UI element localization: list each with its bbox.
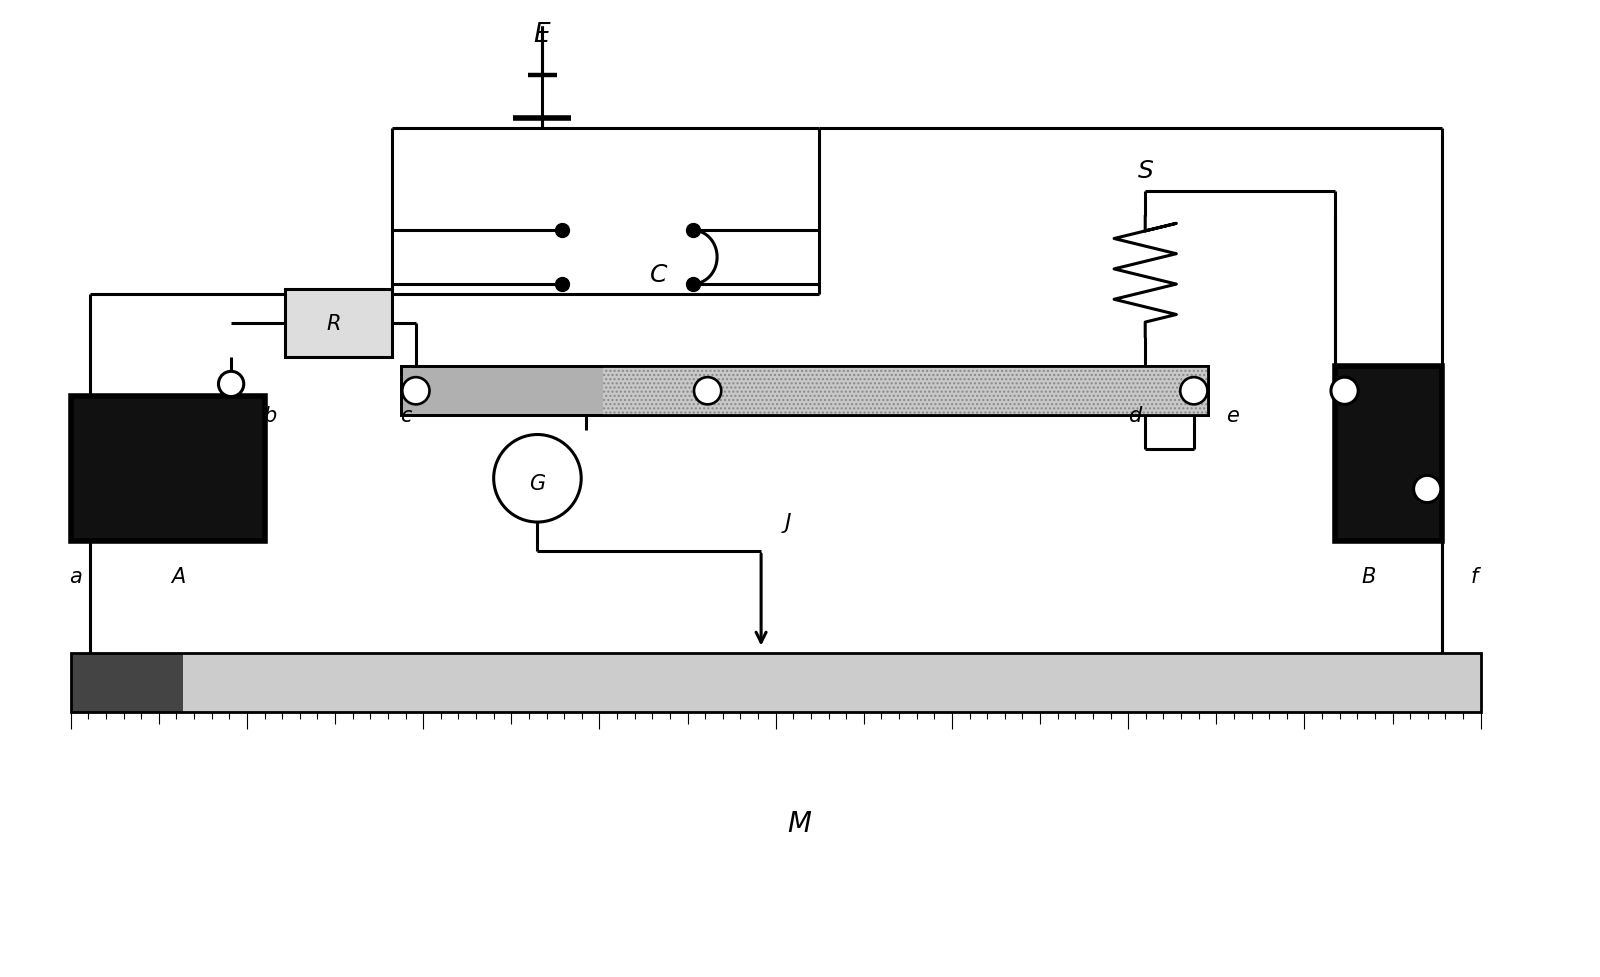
Text: $J$: $J$ [781,511,792,534]
Bar [285,289,392,358]
Text: $M$: $M$ [787,810,813,837]
Circle shape [219,372,243,398]
Circle shape [402,378,429,404]
Bar [1334,367,1442,542]
Text: $b$: $b$ [262,405,277,426]
Text: $d$: $d$ [1128,405,1142,426]
Circle shape [1414,476,1442,503]
Text: $A$: $A$ [170,566,186,586]
Point [680,276,706,292]
Text: $C$: $C$ [650,263,669,287]
Bar [402,367,1208,415]
Text: $c$: $c$ [400,405,413,426]
Bar [70,654,184,712]
Text: $E$: $E$ [533,21,552,47]
Circle shape [1331,378,1358,404]
Circle shape [1181,378,1208,404]
Text: $B$: $B$ [1362,566,1376,586]
Circle shape [694,378,722,404]
Circle shape [494,435,581,523]
Bar [603,367,1208,415]
Point [549,276,574,292]
Bar [402,367,1208,415]
Bar [70,397,266,542]
Point [680,224,706,239]
Point [549,224,574,239]
Text: $a$: $a$ [69,566,82,586]
Text: $R$: $R$ [326,314,341,333]
Text: $f$: $f$ [1470,566,1482,586]
Bar [70,654,1480,712]
Text: $e$: $e$ [1226,405,1240,426]
Bar [184,654,1480,712]
Text: $G$: $G$ [530,474,546,493]
Text: $S$: $S$ [1136,158,1154,183]
